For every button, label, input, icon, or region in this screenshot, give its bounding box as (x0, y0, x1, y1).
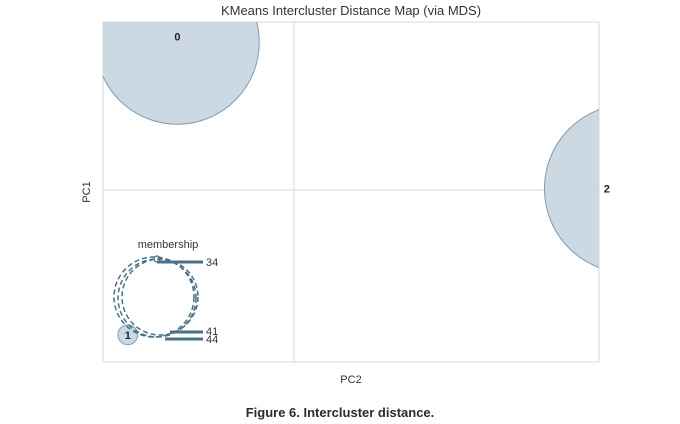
legend-circle-41 (117, 258, 197, 338)
cluster-0-circle (103, 22, 260, 125)
legend-value-44: 44 (206, 334, 218, 346)
cluster-1-label: 1 (125, 330, 131, 342)
y-axis-label: PC1 (81, 181, 93, 202)
legend-value-41: 41 (206, 326, 218, 338)
cluster-layer (103, 22, 599, 346)
legend-value-34: 34 (206, 257, 218, 269)
cluster-1-circle (117, 324, 139, 346)
cluster-2-label: 2 (604, 184, 610, 196)
chart-title: KMeans Intercluster Distance Map (via MD… (221, 3, 481, 18)
x-axis-label: PC2 (340, 374, 361, 386)
cluster-0-label: 0 (174, 31, 180, 43)
legend-title: membership (138, 239, 199, 251)
legend-circle-34 (113, 256, 195, 338)
chart-figure: KMeans Intercluster Distance Map (via MD… (81, 3, 610, 386)
membership-legend: membership 34 41 44 (113, 239, 218, 346)
figure-caption: Figure 6. Intercluster distance. (245, 405, 435, 420)
cluster-label-layer: 0 1 2 (125, 31, 610, 341)
cluster-2-circle (543, 109, 599, 269)
